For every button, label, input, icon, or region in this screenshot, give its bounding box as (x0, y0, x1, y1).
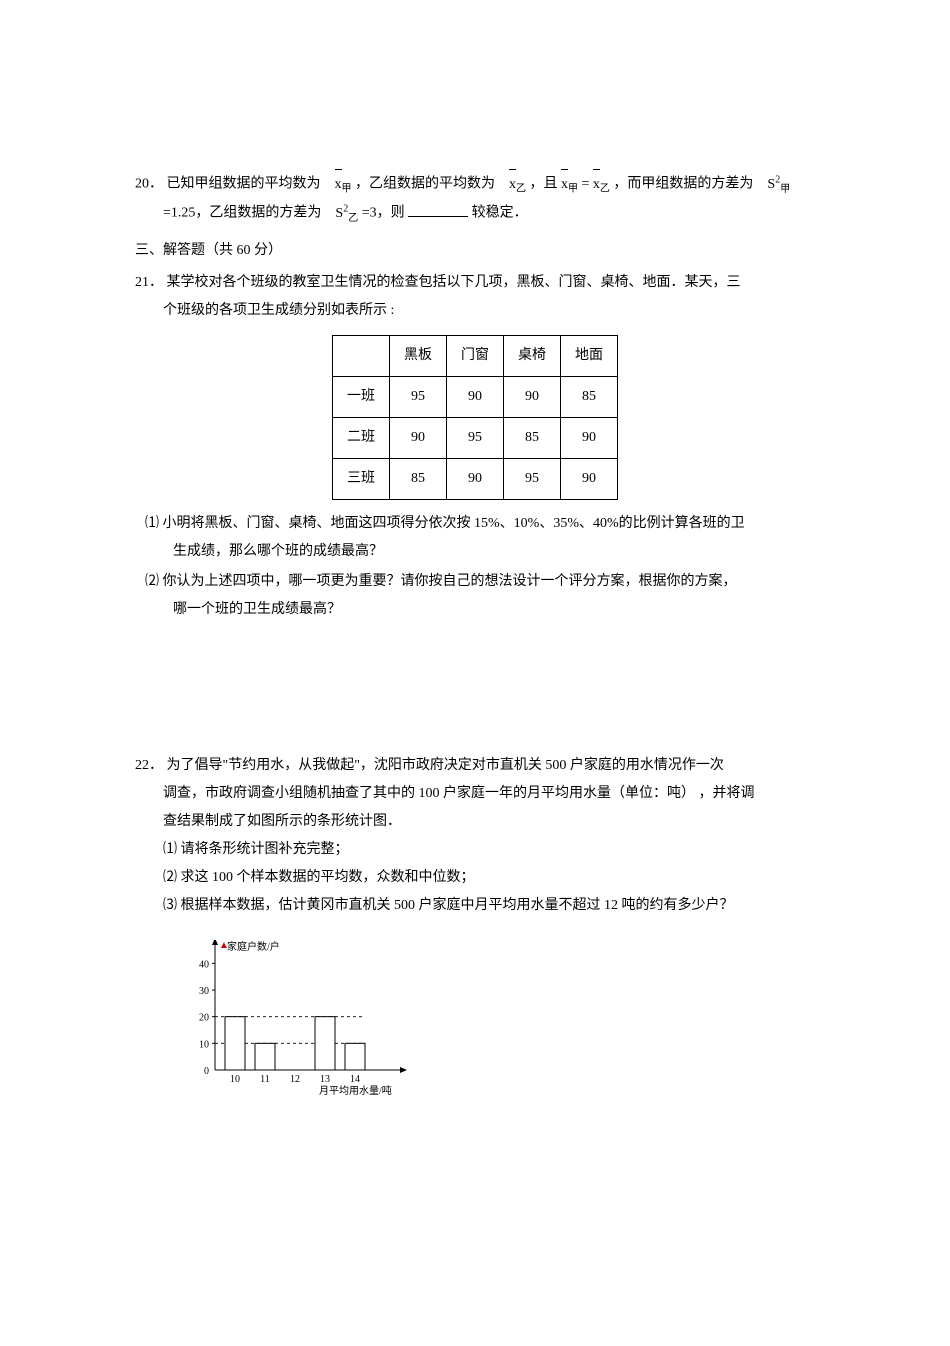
q22-sub1: ⑴ 请将条形统计图补充完整； (135, 836, 815, 864)
svg-text:家庭户数/户: 家庭户数/户 (227, 940, 280, 953)
question-20: 20． 已知甲组数据的平均数为 x甲 ，乙组数据的平均数为 x乙 ，且 x甲 =… (135, 170, 815, 229)
q21-sub1-line2: 生成绩，那么哪个班的成绩最高？ (135, 538, 815, 566)
svg-text:14: 14 (350, 1074, 360, 1085)
q21-sub1: ⑴ 小明将黑板、门窗、桌椅、地面这四项得分依次按 15%、10%、35%、40%… (135, 510, 815, 538)
q20-text-4: ，而甲组数据的方差为 (613, 177, 753, 192)
table-header-row: 黑板 门窗 桌椅 地面 (333, 335, 618, 376)
xbar-yi-1: x (509, 171, 516, 199)
svg-text:13: 13 (320, 1074, 330, 1085)
q22-text-2: 调查，市政府调查小组随机抽查了其中的 100 户家庭一年的月平均用水量（单位：吨… (135, 780, 815, 808)
q21-number: 21． (135, 275, 163, 290)
svg-text:10: 10 (230, 1074, 240, 1085)
spacer (135, 632, 815, 752)
svg-text:20: 20 (199, 1013, 209, 1024)
q21-text-1: 某学校对各个班级的教室卫生情况的检查包括以下几项，黑板、门窗、桌椅、地面．某天，… (167, 275, 741, 290)
svg-text:30: 30 (199, 986, 209, 997)
s-jia: S2甲 (767, 177, 790, 192)
hygiene-score-table: 黑板 门窗 桌椅 地面 一班 95 90 90 85 二班 90 95 85 9… (332, 335, 618, 500)
section-3-title: 三、解答题（共 60 分） (135, 237, 815, 265)
xbar-yi-2: x (593, 171, 600, 199)
xbar-jia-2: x (561, 171, 568, 199)
table-row: 三班 85 90 95 90 (333, 458, 618, 499)
svg-text:11: 11 (260, 1074, 270, 1085)
q21-sub2: ⑵ 你认为上述四项中，哪一项更为重要？请你按自己的想法设计一个评分方案，根据你的… (135, 568, 815, 596)
table-row: 一班 95 90 90 85 (333, 376, 618, 417)
svg-text:40: 40 (199, 959, 209, 970)
q22-sub2: ⑵ 求这 100 个样本数据的平均数，众数和中位数； (135, 864, 815, 892)
q21-text-2: 个班级的各项卫生成绩分别如表所示 : (135, 297, 815, 325)
q22-text-1: 为了倡导"节约用水，从我做起"，沈阳市政府决定对市直机关 500 户家庭的用水情… (167, 758, 724, 773)
table-row: 二班 90 95 85 90 (333, 417, 618, 458)
svg-text:12: 12 (290, 1074, 300, 1085)
svg-text:10: 10 (199, 1039, 209, 1050)
q20-number: 20． (135, 177, 163, 192)
s-yi: S2乙 (335, 206, 358, 221)
q21-sub2-line2: 哪一个班的卫生成绩最高？ (135, 596, 815, 624)
q20-line2: =1.25，乙组数据的方差为 S2乙 =3，则 较稳定． (135, 199, 815, 228)
xbar-jia-1: x (335, 171, 342, 199)
q20-text-3: ，且 (530, 177, 558, 192)
q20-text-2: ，乙组数据的平均数为 (355, 177, 495, 192)
bar-chart: ▲家庭户数/户0102030401011121314月平均用水量/吨 (135, 940, 815, 1111)
bar-chart-svg: ▲家庭户数/户0102030401011121314月平均用水量/吨 (175, 940, 415, 1100)
q22-text-3: 查结果制成了如图所示的条形统计图． (135, 808, 815, 836)
q22-sub3: ⑶ 根据样本数据，估计黄冈市直机关 500 户家庭中月平均用水量不超过 12 吨… (135, 892, 815, 920)
question-21: 21． 某学校对各个班级的教室卫生情况的检查包括以下几项，黑板、门窗、桌椅、地面… (135, 269, 815, 624)
question-22: 22． 为了倡导"节约用水，从我做起"，沈阳市政府决定对市直机关 500 户家庭… (135, 752, 815, 1111)
q22-number: 22． (135, 758, 163, 773)
svg-text:月平均用水量/吨: 月平均用水量/吨 (319, 1084, 392, 1097)
blank-fill (408, 203, 468, 217)
svg-text:0: 0 (204, 1066, 209, 1077)
q20-text-1: 已知甲组数据的平均数为 (167, 177, 321, 192)
